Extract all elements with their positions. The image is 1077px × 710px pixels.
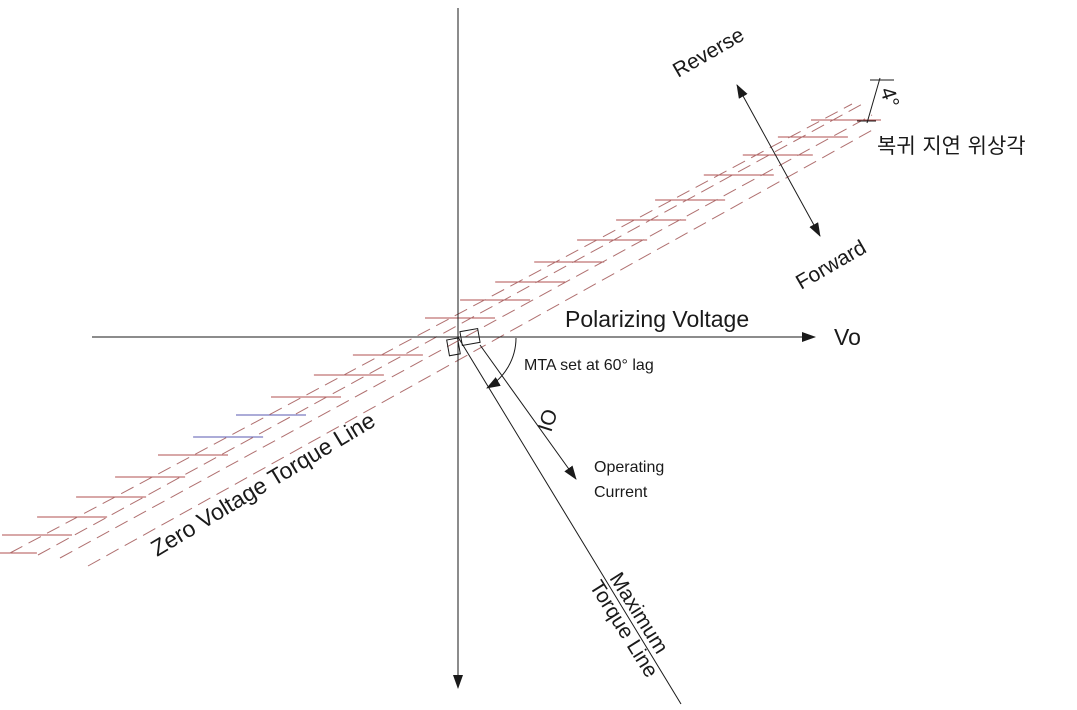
maximum-torque-line	[457, 336, 682, 705]
mta-angle-arc	[486, 337, 517, 389]
vo-label: Vo	[834, 324, 861, 350]
operating-current-arrow	[479, 344, 577, 480]
origin-marker-box-right	[459, 327, 481, 347]
four-degree-label: 4°	[875, 84, 903, 110]
hatched-restraint-region	[0, 119, 881, 554]
mta-label: MTA set at 60° lag	[524, 357, 654, 374]
polarizing-voltage-label: Polarizing Voltage	[565, 306, 749, 332]
zero-torque-boundary-lines	[9, 101, 877, 567]
dashed-boundary-line	[9, 103, 853, 554]
zero-voltage-torque-line-label: Zero Voltage Torque Line	[146, 407, 379, 561]
operating-current-label-line2: Current	[594, 484, 648, 501]
origin-marker-box-left	[446, 337, 461, 357]
four-degree-dimension-line	[866, 77, 881, 124]
korean-caption-label: 복귀 지연 위상각	[877, 134, 1026, 158]
operating-current-label-line1: Operating	[594, 459, 664, 476]
forward-reverse-arrow	[736, 84, 821, 237]
reverse-label: Reverse	[669, 23, 748, 82]
forward-label: Forward	[792, 236, 870, 294]
dashed-boundary-line	[37, 101, 867, 556]
io-label: IO	[534, 406, 563, 434]
